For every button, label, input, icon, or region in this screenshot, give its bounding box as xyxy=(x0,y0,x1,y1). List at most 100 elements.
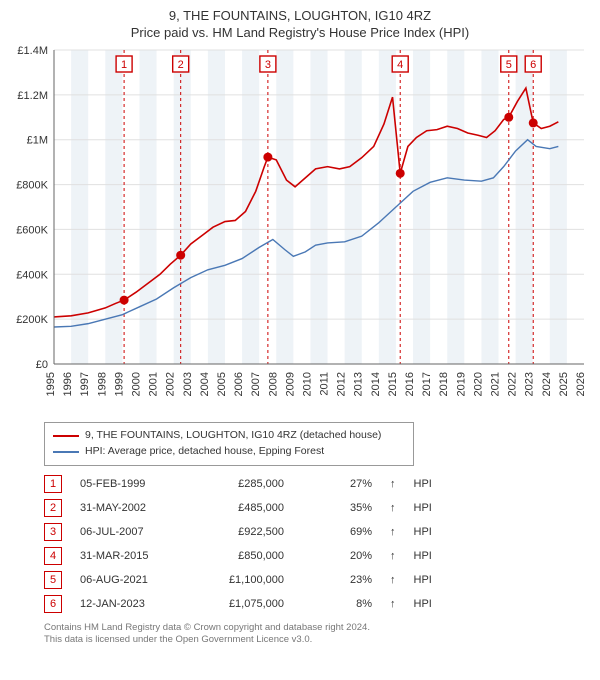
legend-swatch-hpi xyxy=(53,451,79,453)
svg-text:6: 6 xyxy=(530,59,536,71)
arrow-up-icon: ↑ xyxy=(390,526,396,538)
sale-suffix: HPI xyxy=(414,598,432,610)
svg-text:2016: 2016 xyxy=(404,372,416,396)
sale-price: £922,500 xyxy=(194,526,284,538)
svg-text:£400K: £400K xyxy=(16,269,48,281)
sale-pct: 20% xyxy=(302,550,372,562)
svg-text:2002: 2002 xyxy=(165,372,177,396)
arrow-up-icon: ↑ xyxy=(390,550,396,562)
footer-line1: Contains HM Land Registry data © Crown c… xyxy=(44,622,580,635)
svg-text:4: 4 xyxy=(397,59,403,71)
sale-suffix: HPI xyxy=(414,526,432,538)
svg-text:2021: 2021 xyxy=(490,372,502,396)
legend-label-hpi: HPI: Average price, detached house, Eppi… xyxy=(85,444,324,460)
arrow-up-icon: ↑ xyxy=(390,502,396,514)
legend-item-hpi: HPI: Average price, detached house, Eppi… xyxy=(53,444,405,460)
arrow-up-icon: ↑ xyxy=(390,478,396,490)
sale-suffix: HPI xyxy=(414,502,432,514)
svg-text:2011: 2011 xyxy=(319,372,331,396)
sale-badge: 5 xyxy=(44,571,62,589)
svg-text:2014: 2014 xyxy=(370,372,382,396)
legend-swatch-property xyxy=(53,435,79,437)
sale-pct: 35% xyxy=(302,502,372,514)
svg-text:2024: 2024 xyxy=(541,372,553,396)
sale-badge: 4 xyxy=(44,547,62,565)
sales-row: 4 31-MAR-2015 £850,000 20% ↑ HPI xyxy=(44,544,580,568)
sale-date: 31-MAR-2015 xyxy=(80,550,176,562)
svg-text:£200K: £200K xyxy=(16,314,48,326)
svg-text:2005: 2005 xyxy=(216,372,228,396)
sale-date: 06-AUG-2021 xyxy=(80,574,176,586)
sale-price: £850,000 xyxy=(194,550,284,562)
sale-price: £1,100,000 xyxy=(194,574,284,586)
page-root: 9, THE FOUNTAINS, LOUGHTON, IG10 4RZ Pri… xyxy=(0,0,600,680)
sale-badge: 2 xyxy=(44,499,62,517)
sales-row: 1 05-FEB-1999 £285,000 27% ↑ HPI xyxy=(44,472,580,496)
svg-text:2018: 2018 xyxy=(438,372,450,396)
svg-text:£1.4M: £1.4M xyxy=(17,45,48,57)
sale-date: 06-JUL-2007 xyxy=(80,526,176,538)
svg-text:2006: 2006 xyxy=(233,372,245,396)
sale-date: 31-MAY-2002 xyxy=(80,502,176,514)
svg-text:2000: 2000 xyxy=(130,372,142,396)
svg-text:1999: 1999 xyxy=(113,372,125,396)
svg-text:2003: 2003 xyxy=(182,372,194,396)
sales-row: 5 06-AUG-2021 £1,100,000 23% ↑ HPI xyxy=(44,568,580,592)
svg-text:1998: 1998 xyxy=(96,372,108,396)
line-chart-svg: £0 £200K £400K £600K £800K £1M £1.2M £1.4M 1995 1… xyxy=(10,44,590,414)
sale-suffix: HPI xyxy=(414,478,432,490)
title-address: 9, THE FOUNTAINS, LOUGHTON, IG10 4RZ xyxy=(4,8,596,23)
sales-table: 1 05-FEB-1999 £285,000 27% ↑ HPI 2 31-MAY-2002 £… xyxy=(44,472,580,616)
sale-date: 12-JAN-2023 xyxy=(80,598,176,610)
sale-badge: 6 xyxy=(44,595,62,613)
arrow-up-icon: ↑ xyxy=(390,598,396,610)
sale-pct: 69% xyxy=(302,526,372,538)
footer-line2: This data is licensed under the Open Gov… xyxy=(44,634,580,647)
sale-pct: 27% xyxy=(302,478,372,490)
sale-date: 05-FEB-1999 xyxy=(80,478,176,490)
chart-area: £0 £200K £400K £600K £800K £1M £1.2M £1.4M 1995 1… xyxy=(10,44,590,414)
sale-suffix: HPI xyxy=(414,550,432,562)
svg-text:3: 3 xyxy=(265,59,271,71)
svg-text:£600K: £600K xyxy=(16,224,48,236)
svg-text:2009: 2009 xyxy=(284,372,296,396)
svg-text:£0: £0 xyxy=(36,359,48,371)
svg-text:2022: 2022 xyxy=(507,372,519,396)
sale-badge: 1 xyxy=(44,475,62,493)
svg-text:2: 2 xyxy=(178,59,184,71)
svg-text:2007: 2007 xyxy=(250,372,262,396)
svg-text:2025: 2025 xyxy=(558,372,570,396)
svg-text:2004: 2004 xyxy=(199,372,211,396)
svg-text:1995: 1995 xyxy=(45,372,57,396)
sale-price: £1,075,000 xyxy=(194,598,284,610)
svg-text:2019: 2019 xyxy=(455,372,467,396)
sales-row: 3 06-JUL-2007 £922,500 69% ↑ HPI xyxy=(44,520,580,544)
arrow-up-icon: ↑ xyxy=(390,574,396,586)
svg-text:£1M: £1M xyxy=(27,135,48,147)
sale-pct: 23% xyxy=(302,574,372,586)
sale-price: £485,000 xyxy=(194,502,284,514)
legend-box: 9, THE FOUNTAINS, LOUGHTON, IG10 4RZ (de… xyxy=(44,422,414,466)
sales-row: 2 31-MAY-2002 £485,000 35% ↑ HPI xyxy=(44,496,580,520)
svg-text:2010: 2010 xyxy=(301,372,313,396)
svg-text:2023: 2023 xyxy=(524,372,536,396)
sale-suffix: HPI xyxy=(414,574,432,586)
svg-text:2013: 2013 xyxy=(353,372,365,396)
chart-title: 9, THE FOUNTAINS, LOUGHTON, IG10 4RZ Pri… xyxy=(0,0,600,44)
sale-price: £285,000 xyxy=(194,478,284,490)
svg-text:2008: 2008 xyxy=(267,372,279,396)
svg-text:5: 5 xyxy=(506,59,512,71)
sale-badge: 3 xyxy=(44,523,62,541)
svg-text:1997: 1997 xyxy=(79,372,91,396)
footer-note: Contains HM Land Registry data © Crown c… xyxy=(44,622,580,648)
svg-text:£800K: £800K xyxy=(16,180,48,192)
svg-text:1: 1 xyxy=(121,59,127,71)
legend-item-property: 9, THE FOUNTAINS, LOUGHTON, IG10 4RZ (de… xyxy=(53,428,405,444)
svg-text:2015: 2015 xyxy=(387,372,399,396)
svg-text:2020: 2020 xyxy=(472,372,484,396)
legend-label-property: 9, THE FOUNTAINS, LOUGHTON, IG10 4RZ (de… xyxy=(85,428,381,444)
sales-row: 612-JAN-2023£1,075,0008%↑HPI xyxy=(44,592,580,616)
svg-text:2026: 2026 xyxy=(575,372,587,396)
svg-text:£1.2M: £1.2M xyxy=(17,90,48,102)
svg-text:1996: 1996 xyxy=(62,372,74,396)
